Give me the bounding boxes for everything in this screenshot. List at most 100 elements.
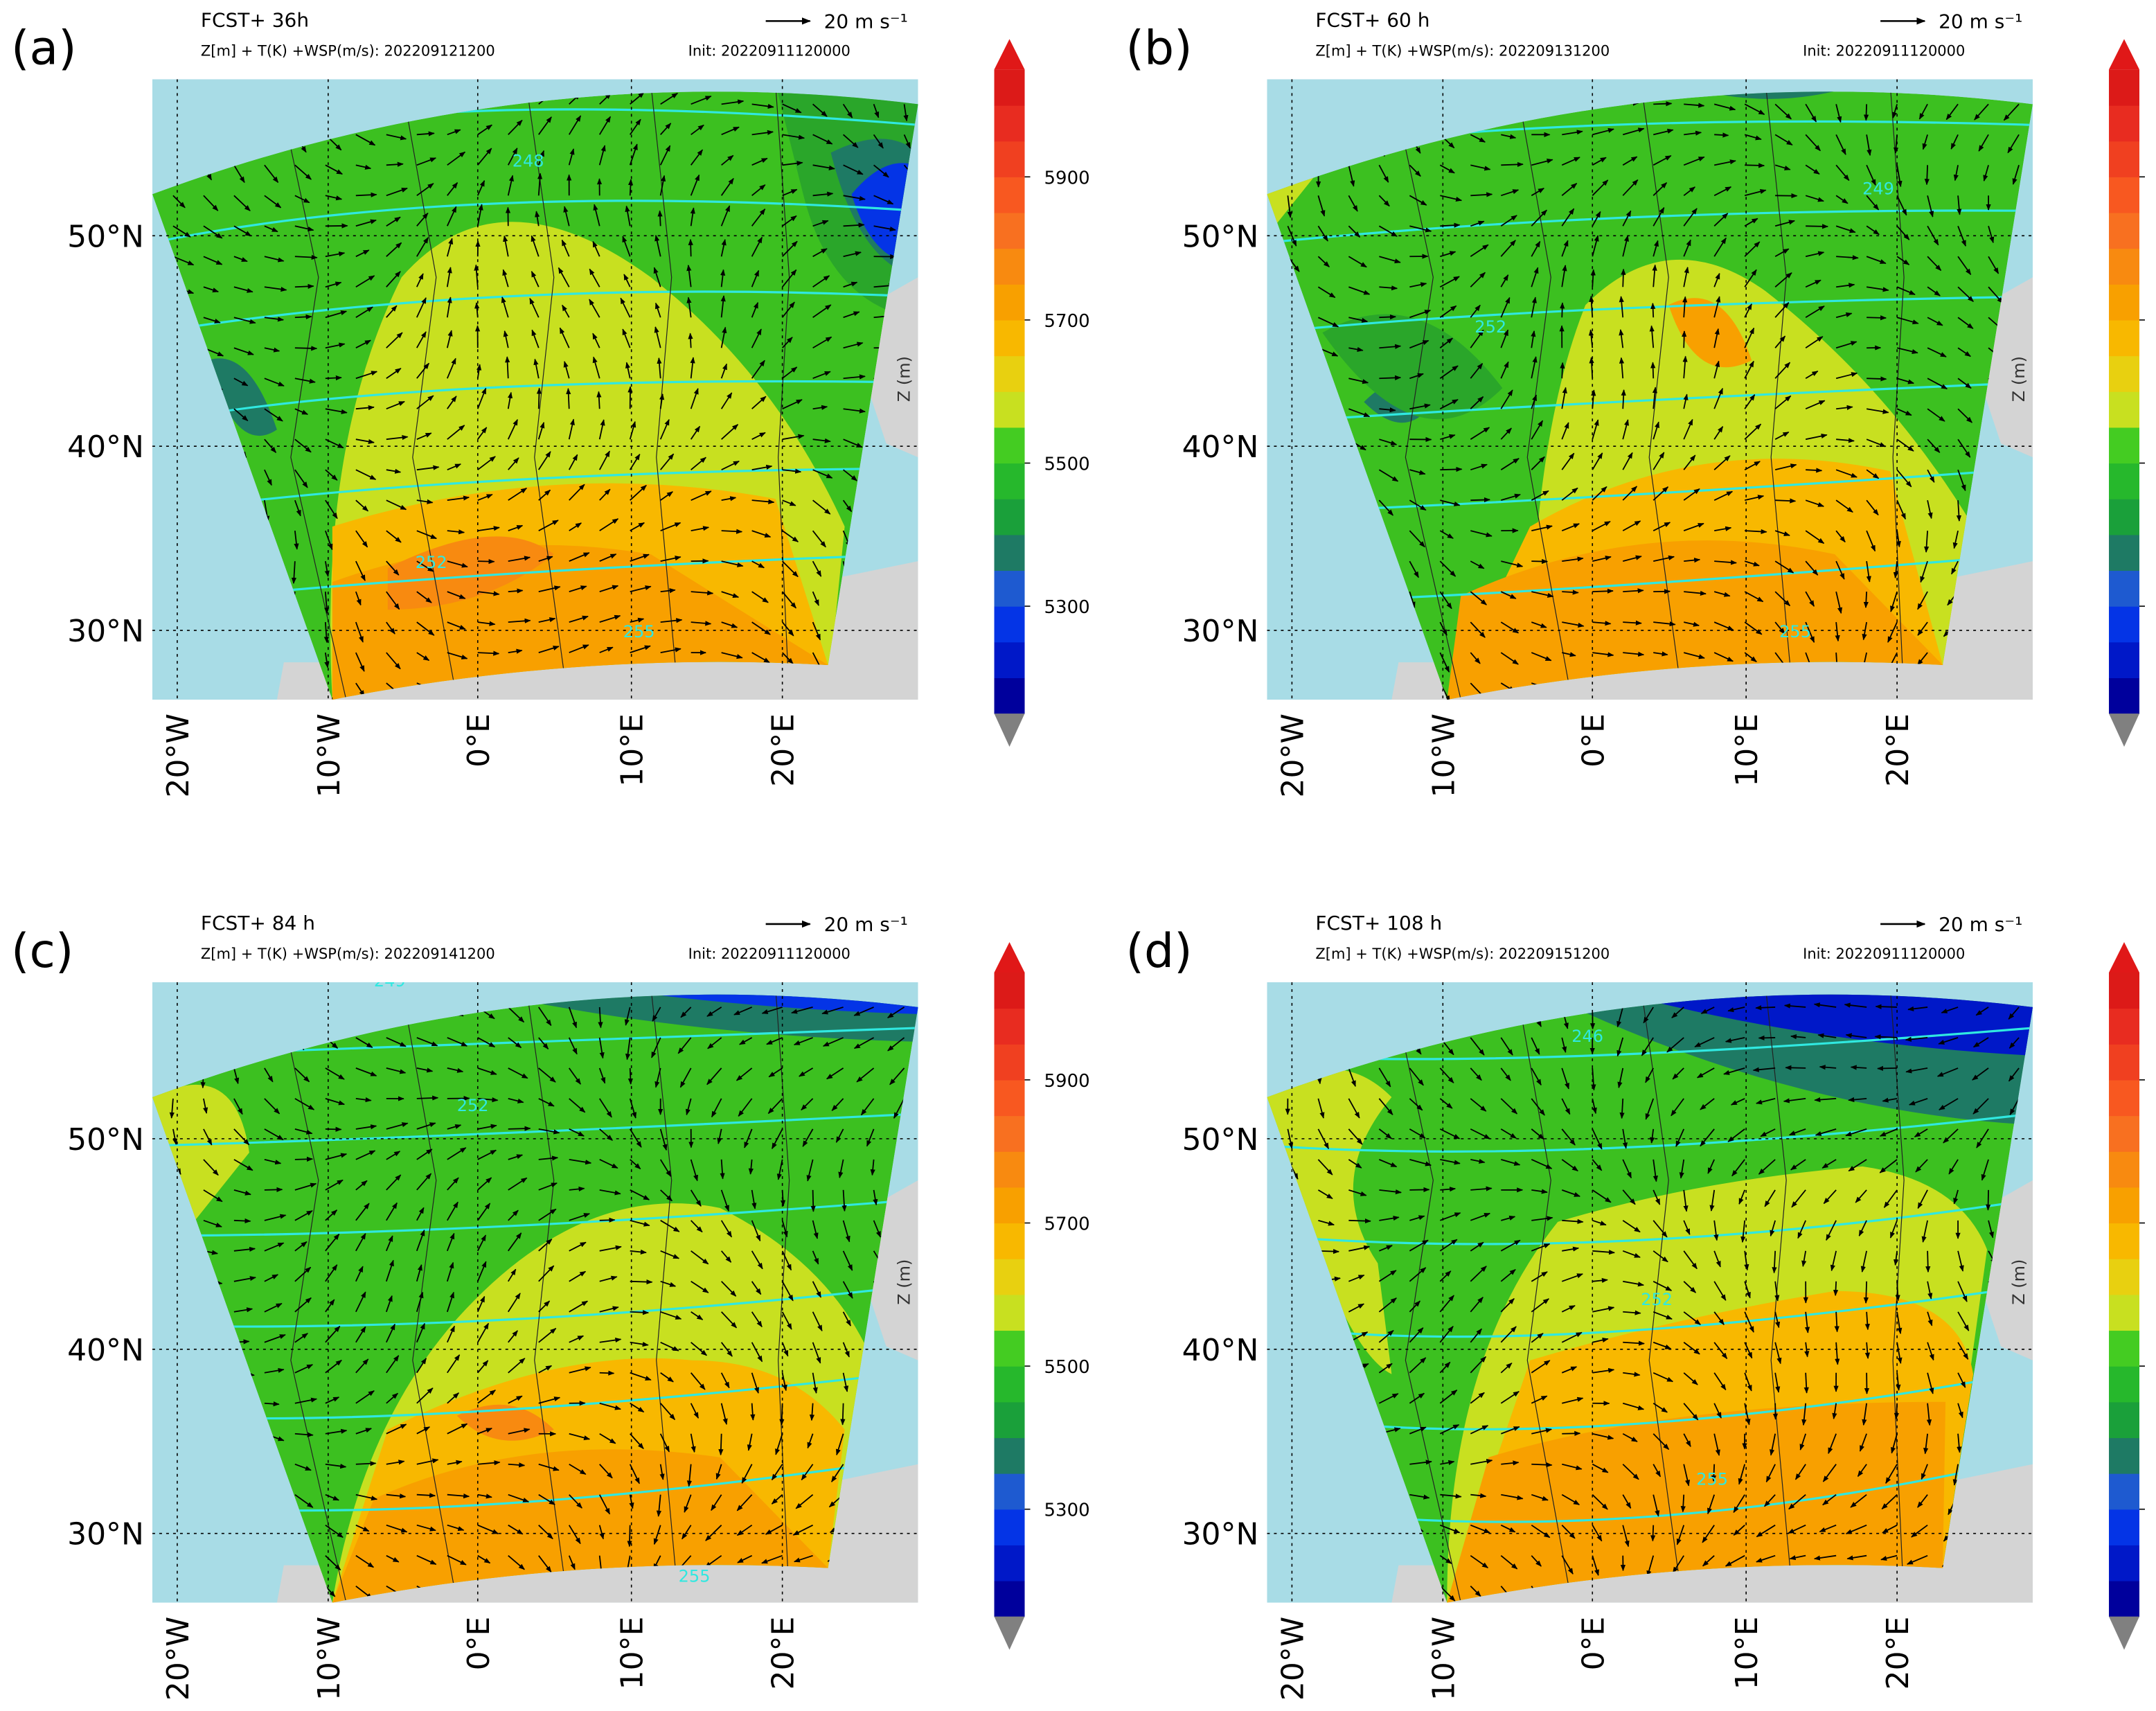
latitude-label: 50°N [67, 1122, 144, 1158]
wind-vector [592, 333, 600, 348]
wind-vector [538, 489, 551, 501]
wind-vector [1470, 530, 1493, 538]
wind-vector [416, 331, 427, 348]
wind-vector [1378, 225, 1398, 237]
wind-vector [233, 378, 249, 387]
wind-vector [1653, 555, 1675, 562]
wind-vector [1531, 1462, 1553, 1468]
wind-vector [751, 591, 769, 603]
contour-label: 252 [416, 553, 447, 572]
wind-vector [782, 399, 803, 410]
wind-vector [294, 378, 316, 384]
wind-vector [325, 469, 338, 481]
latitude-label: 50°N [67, 219, 144, 254]
wind-vector [386, 560, 400, 576]
wind-vector [1592, 520, 1611, 531]
colorbar: 5300 5500 5700 5900 [994, 39, 1090, 747]
wind-vector [477, 591, 500, 596]
wind-vector [568, 148, 575, 166]
wind-vector [1440, 499, 1461, 506]
wind-vector [903, 104, 909, 122]
wind-vector [1409, 310, 1432, 319]
wind-vector [538, 617, 556, 623]
wind-vector [507, 175, 514, 196]
wind-vector [386, 271, 401, 287]
wind-vector [355, 164, 372, 170]
border [1640, 91, 1683, 700]
wind-vector [477, 456, 496, 470]
longitude-label: 20°E [1880, 713, 1916, 787]
wind-vector [325, 195, 343, 201]
map: 248 252 255 Z (m) [152, 79, 918, 700]
wind-vector [1592, 486, 1607, 501]
wind-vector [416, 465, 440, 471]
colorbar-band [2109, 141, 2140, 177]
wind-vector [812, 275, 830, 288]
wind-vector [782, 103, 802, 114]
wind-vector [507, 148, 518, 166]
colorbar-band [994, 141, 1025, 177]
wind-vector [508, 588, 524, 594]
wind-vector [1713, 237, 1727, 257]
wind-vector [503, 235, 509, 257]
wind-vector [1805, 400, 1826, 410]
wind-vector [1683, 488, 1700, 501]
map-panel: (a) FCST+ 36h Z[m] + T(K) +WSP(m/s): 20220… [11, 8, 1090, 797]
longitude-label: 20°W [1275, 713, 1310, 797]
wind-vector [1348, 195, 1358, 212]
wind-vector [1683, 522, 1704, 531]
colorbar-band [994, 105, 1025, 142]
wind-vector [1500, 427, 1512, 440]
wind-vector [592, 240, 600, 257]
wind-vector [1774, 362, 1791, 379]
wind-vector [1653, 128, 1674, 136]
wind-vector [325, 342, 346, 349]
wind-vector [1622, 419, 1630, 440]
wind-vector [1440, 434, 1456, 441]
wind-vector [1623, 588, 1644, 594]
wind-vector [325, 281, 342, 288]
wind-vector [569, 615, 589, 623]
wind-vector [476, 204, 483, 227]
init-time: Init: 20220911120000 [688, 946, 850, 962]
wind-vector [720, 205, 731, 227]
wind-vector [620, 297, 631, 318]
wind-vector [781, 301, 795, 318]
wind-vector [781, 269, 797, 287]
field-region [1447, 540, 1943, 700]
wind-vector [1925, 1250, 1931, 1273]
wind-vector [323, 622, 329, 644]
wind-vector [629, 143, 638, 166]
colorbar-band [2109, 1008, 2140, 1045]
wind-vector [531, 235, 540, 257]
wind-vector [1439, 591, 1452, 610]
wind-vector [1379, 407, 1396, 413]
colorbar-band [994, 1079, 1025, 1117]
longitude-label: 0°E [461, 713, 497, 768]
colorbar-band [2109, 1437, 2140, 1474]
wind-vector [535, 211, 540, 227]
wind-vector [446, 206, 457, 227]
colorbar-label: Z (m) [895, 356, 914, 402]
wind-vector [1531, 652, 1552, 662]
wind-vector [1650, 362, 1656, 379]
wind-vector [537, 150, 545, 166]
colorbar-band [2109, 105, 2140, 142]
wind-vector [446, 330, 453, 348]
wind-vector [1561, 387, 1567, 409]
wind-vector [447, 425, 465, 440]
wind-vector [1592, 127, 1614, 136]
wind-vector [873, 104, 880, 118]
latitude-label: 40°N [67, 429, 144, 465]
wind-vector [1562, 130, 1583, 136]
wind-vector [782, 468, 802, 474]
wind-vector [172, 225, 191, 238]
wind-vector [781, 591, 797, 609]
wind-vector [843, 374, 866, 380]
colorbar-band [994, 463, 1025, 499]
panel-subtitle: Z[m] + T(K) +WSP(m/s): 202209131200 [1315, 42, 1610, 59]
wind-vector [1622, 179, 1639, 196]
colorbar-band [2109, 1294, 2140, 1331]
wind-vector [416, 432, 432, 441]
init-time: Init: 20220911120000 [1803, 42, 1965, 59]
